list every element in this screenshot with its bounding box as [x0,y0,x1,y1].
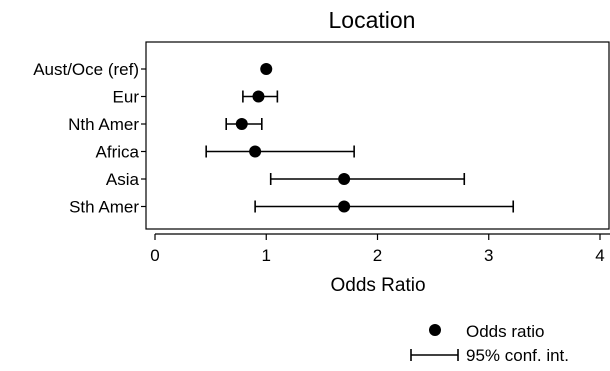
odds-ratio-points [235,63,351,213]
category-label: Nth Amer [68,115,139,134]
odds-ratio-point [252,90,265,103]
legend-point-label: Odds ratio [466,322,544,341]
category-label: Africa [96,143,140,162]
odds-ratio-point [249,145,262,158]
category-labels: Aust/Oce (ref) Eur Nth Amer Africa Asia Sth A… [33,60,139,217]
odds-ratio-point [338,200,351,213]
x-tick-label: 1 [262,246,271,265]
legend: Odds ratio 95% conf. int. [410,322,569,365]
legend-interval-label: 95% conf. int. [466,346,569,365]
category-label: Sth Amer [69,198,139,217]
plot-area-frame [145,41,610,230]
x-tick-label: 2 [373,246,382,265]
x-axis-label: Odds Ratio [330,275,425,296]
category-ticks [141,68,146,208]
category-label: Asia [106,170,140,189]
ci-bar [269,173,466,185]
ci-bar [205,145,355,158]
ci-bar [254,200,515,213]
odds-ratio-point [260,63,273,75]
category-label: Eur [113,88,140,107]
legend-point-symbol [429,324,441,336]
category-label: Aust/Oce (ref) [33,60,139,79]
x-tick-label: 3 [484,246,493,265]
chart-title: Location [329,7,416,33]
x-axis-ticks: 0 1 2 3 4 [150,234,605,265]
odds-ratio-point [338,173,351,185]
x-tick-label: 4 [595,246,604,265]
x-tick-label: 0 [150,246,159,265]
legend-interval-symbol [410,349,459,361]
confidence-intervals [205,90,515,213]
odds-ratio-point [235,118,248,130]
